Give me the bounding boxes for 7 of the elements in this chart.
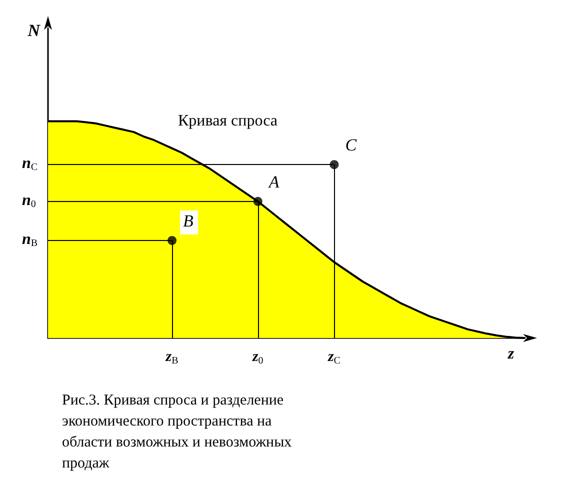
annotation: C <box>345 136 358 155</box>
annotation: A <box>268 172 280 192</box>
annotation: Кривая спроса <box>178 112 278 130</box>
text: Рис.3. Кривая спроса и разделение экономического пространства на области возможных и невозможных продаж <box>62 392 296 472</box>
x-axis-title: z <box>506 346 515 362</box>
y-axis-title: N <box>26 21 41 40</box>
annotation: B <box>183 211 194 230</box>
